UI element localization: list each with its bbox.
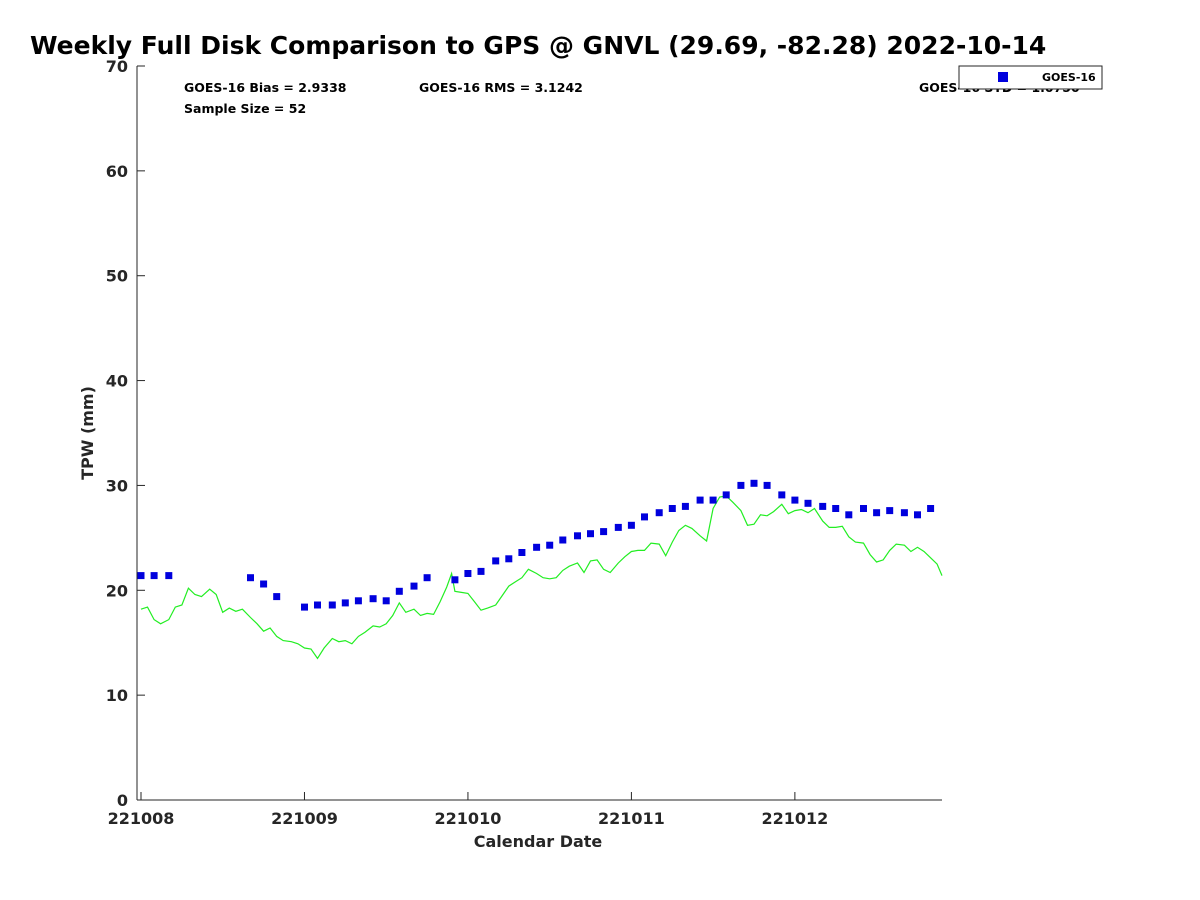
goes16-data-point bbox=[505, 555, 513, 563]
goes16-data-point bbox=[137, 572, 145, 580]
goes16-data-point bbox=[763, 481, 771, 489]
y-axis-label: TPW (mm) bbox=[78, 386, 97, 480]
goes16-data-point bbox=[533, 543, 541, 551]
goes16-data-point bbox=[260, 580, 268, 588]
goes16-data-point bbox=[247, 574, 254, 582]
goes16-data-point bbox=[914, 511, 921, 519]
goes16-data-point bbox=[341, 599, 349, 607]
goes16-data-point bbox=[451, 576, 459, 584]
y-tick-label: 10 bbox=[106, 686, 128, 705]
legend-marker-goes16 bbox=[998, 72, 1008, 82]
y-tick-label: 50 bbox=[106, 267, 128, 286]
goes16-series bbox=[137, 479, 935, 611]
goes16-data-point bbox=[737, 481, 745, 489]
goes16-data-point bbox=[477, 567, 485, 575]
goes16-data-point bbox=[410, 582, 418, 590]
y-ticks: 0 10 20 30 40 50 60 70 bbox=[106, 57, 145, 810]
goes16-data-point bbox=[627, 521, 635, 529]
goes16-data-point bbox=[696, 496, 704, 504]
y-tick-label: 60 bbox=[106, 162, 128, 181]
stat-sample-size: Sample Size = 52 bbox=[184, 101, 306, 116]
x-axis-label: Calendar Date bbox=[474, 832, 603, 851]
x-tick-label: 221012 bbox=[761, 809, 828, 828]
goes16-data-point bbox=[354, 597, 362, 605]
y-tick-label: 70 bbox=[106, 57, 128, 76]
legend-box bbox=[958, 65, 1103, 90]
goes16-data-point bbox=[778, 491, 786, 499]
goes16-data-point bbox=[709, 496, 717, 504]
y-tick-label: 0 bbox=[117, 791, 128, 810]
legend: GOES-16 bbox=[958, 65, 1103, 90]
stat-rms: GOES-16 RMS = 3.1242 bbox=[419, 80, 583, 95]
goes16-data-point bbox=[150, 572, 158, 580]
gps-series bbox=[140, 495, 943, 660]
x-tick-label: 221009 bbox=[271, 809, 338, 828]
x-ticks: 221008 221009 221010 221011 221012 bbox=[108, 792, 828, 828]
goes16-data-point bbox=[860, 505, 867, 512]
stat-bias: GOES-16 Bias = 2.9338 bbox=[184, 80, 346, 95]
goes16-data-point bbox=[301, 603, 308, 611]
goes16-data-point bbox=[655, 509, 663, 517]
y-tick-label: 20 bbox=[106, 581, 128, 600]
goes16-data-point bbox=[614, 523, 622, 531]
goes16-data-point bbox=[559, 536, 567, 544]
goes16-data-point bbox=[641, 513, 648, 521]
goes16-data-point bbox=[328, 601, 336, 609]
x-tick-label: 221010 bbox=[435, 809, 502, 828]
goes16-data-point bbox=[832, 505, 840, 512]
goes16-data-point bbox=[819, 502, 827, 510]
goes16-data-point bbox=[423, 574, 431, 582]
axes bbox=[136, 66, 942, 801]
goes16-data-point bbox=[681, 502, 689, 510]
goes16-data-point bbox=[165, 572, 173, 580]
x-tick-label: 221008 bbox=[108, 809, 175, 828]
goes16-data-point bbox=[464, 570, 472, 577]
x-tick-label: 221011 bbox=[598, 809, 665, 828]
goes16-data-point bbox=[845, 511, 853, 519]
goes16-data-point bbox=[600, 528, 608, 536]
goes16-data-point bbox=[273, 593, 281, 601]
goes16-data-point bbox=[722, 491, 730, 499]
goes16-data-point bbox=[587, 530, 594, 538]
goes16-data-point bbox=[750, 479, 758, 487]
goes16-data-point bbox=[518, 549, 526, 556]
chart-title: Weekly Full Disk Comparison to GPS @ GNV… bbox=[30, 31, 1046, 60]
y-tick-label: 40 bbox=[106, 372, 128, 391]
goes16-data-point bbox=[873, 509, 881, 517]
goes16-data-point bbox=[382, 597, 390, 605]
goes16-data-point bbox=[886, 507, 894, 515]
goes16-data-point bbox=[927, 505, 935, 512]
goes16-data-point bbox=[492, 557, 500, 565]
gps-series-line bbox=[140, 495, 943, 660]
goes16-data-point bbox=[574, 532, 581, 540]
goes16-data-point bbox=[668, 505, 676, 512]
goes16-data-point bbox=[804, 499, 812, 507]
goes16-data-point bbox=[546, 541, 554, 549]
goes16-data-point bbox=[791, 496, 799, 504]
y-tick-label: 30 bbox=[106, 476, 128, 495]
goes16-data-point bbox=[395, 587, 403, 595]
goes16-data-point bbox=[369, 595, 377, 603]
goes16-data-point bbox=[900, 509, 908, 517]
goes16-data-point bbox=[314, 601, 321, 609]
legend-label-goes16: GOES-16 bbox=[1042, 71, 1096, 84]
